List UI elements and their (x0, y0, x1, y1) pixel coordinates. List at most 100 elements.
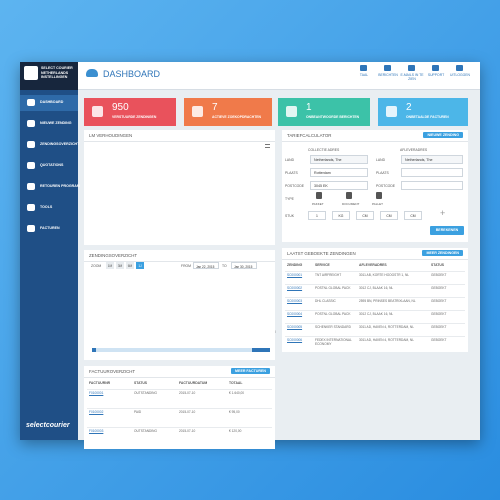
cell[interactable]: SC000006 (287, 338, 303, 342)
nav-item[interactable]: SUPPORT (427, 73, 445, 77)
input-value: Netherlands, The (314, 158, 342, 162)
page-title: DASHBOARD (103, 69, 161, 79)
zoom-button[interactable]: 1M (106, 262, 114, 269)
input[interactable]: Rotterdam (310, 168, 368, 177)
menu-item[interactable]: ZENDINGSOVERZICHT (40, 142, 80, 146)
panel-button[interactable]: NIEUWE ZENDING (423, 132, 463, 138)
date-input[interactable]: Jan 30, 2015 (231, 262, 257, 269)
menu-icon (27, 162, 35, 169)
cell[interactable]: SC000001 (287, 273, 303, 277)
menu-item[interactable]: NIEUWE ZENDING (40, 121, 72, 125)
input[interactable]: 1 (308, 211, 326, 220)
stat-label: ACTIEVE ZOEKOPDRACHTEN (212, 115, 261, 119)
submit-button[interactable]: BEREKENEN (430, 226, 464, 235)
stat-value: 7 (212, 102, 218, 113)
cell: 3012 CJ, BLAAK 16, NL (359, 312, 394, 316)
navigator-handle[interactable] (92, 348, 96, 352)
stat-card: 1 ONBEANTWOORDE BERICHTEN (278, 98, 370, 126)
cell: PAID (134, 410, 142, 414)
panel-button[interactable]: MEER ZENDINGEN (422, 250, 463, 256)
row-rule (87, 389, 272, 390)
cell[interactable]: F0100002 (89, 410, 104, 414)
row-rule (285, 271, 465, 272)
field-label: LAND (285, 158, 295, 162)
column-header: FACTUURNR (89, 381, 111, 385)
cell: 2595 BN, PRINSES BEATRIXLAAN, NL (359, 299, 416, 303)
panel-title: FACTUUROVERZICHT (89, 369, 136, 374)
input[interactable] (401, 181, 463, 190)
cell[interactable]: SC000004 (287, 312, 303, 316)
nav-item[interactable]: E-MAILS IN TE ZIEN (400, 73, 424, 81)
menu-icon (27, 141, 35, 148)
type-icon[interactable] (316, 192, 322, 199)
navigator-handle[interactable] (252, 348, 270, 352)
zoom-label: ZOOM (91, 264, 102, 268)
footer-logo: selectcourier (26, 422, 70, 429)
zoom-button[interactable]: 3M (116, 262, 124, 269)
menu-icon (27, 99, 35, 106)
cell: 3012 CJ, BLAAK 16, NL (359, 286, 394, 290)
cell: € 120,00 (229, 429, 242, 433)
input[interactable]: Netherlands, The (401, 155, 463, 164)
cell: 2015-07-10 (179, 391, 196, 395)
cell[interactable]: F0100003 (89, 429, 104, 433)
panel-rule (84, 377, 275, 378)
cell: GEBOEKT (431, 338, 447, 342)
input[interactable] (401, 168, 463, 177)
input[interactable]: Netherlands, The (310, 155, 368, 164)
stat-value: 2 (406, 102, 412, 113)
column-title: COLLECTIE ADRES (308, 148, 340, 152)
input-value: Rotterdam (314, 171, 331, 175)
panel-rule (282, 141, 468, 142)
nav-icon (408, 65, 415, 71)
panel: FACTUUROVERZICHT MEER FACTUREN FACTUURNR ST… (84, 366, 275, 449)
menu-item[interactable]: QUOTATIONS (40, 163, 64, 167)
add-icon[interactable]: + (440, 208, 446, 218)
zoom-button[interactable]: 1J (136, 262, 144, 269)
field-label: STUK (285, 214, 295, 218)
cell: OUTSTANDING (134, 429, 157, 433)
cell: 3011 AD, HAVEN 4, ROTTERDAM, NL (359, 325, 414, 329)
type-icon[interactable] (346, 192, 352, 199)
row-rule (285, 297, 465, 298)
field-label: TYPE (285, 197, 294, 201)
brand (24, 66, 38, 80)
cell: FEDEX INTERNATIONAL ECONOMY (315, 338, 352, 346)
input[interactable]: CM (380, 211, 398, 220)
cell: TNT AIRFREIGHT (315, 273, 342, 277)
type-icon[interactable] (376, 192, 382, 199)
zoom-button[interactable]: 6M (126, 262, 134, 269)
menu-icon (27, 204, 35, 211)
nav-item[interactable]: UITLOGGEN (450, 73, 470, 77)
panel-button[interactable]: MEER FACTUREN (231, 368, 270, 374)
input[interactable]: 3045 EK (310, 181, 368, 190)
menu-item[interactable]: DASHBOARD (40, 100, 64, 104)
panel-rule (282, 259, 468, 260)
cell: GEBOEKT (431, 286, 447, 290)
stat-card: 7 ACTIEVE ZOEKOPDRACHTEN (184, 98, 272, 126)
nav-item[interactable]: BERICHTEN (378, 73, 398, 77)
cell[interactable]: SC000003 (287, 299, 303, 303)
panel: LAATST GEBOEKTE ZENDINGEN MEER ZENDINGEN Z… (282, 248, 468, 352)
nav-item[interactable]: TAAL (359, 73, 369, 77)
cell[interactable]: SC000002 (287, 286, 303, 290)
cell[interactable]: SC000005 (287, 325, 303, 329)
nav-icon (432, 65, 439, 71)
column-header: STATUS (431, 263, 445, 267)
date-input[interactable]: Jan 22, 2015 (193, 262, 219, 269)
menu-item[interactable]: TOOLS (40, 205, 53, 209)
cell: 3011 AB, KORTE HOOGSTR 1, NL (359, 273, 410, 277)
cell: 2015-07-10 (179, 429, 196, 433)
cell[interactable]: F0100001 (89, 391, 104, 395)
input[interactable]: CM (404, 211, 422, 220)
input[interactable]: CM (356, 211, 374, 220)
row-rule (87, 408, 272, 409)
panel-rule (84, 141, 275, 142)
cell: DHL CLASSIC (315, 299, 336, 303)
stat-icon (286, 106, 297, 117)
cell: GEBOEKT (431, 325, 447, 329)
menu-item[interactable]: FACTUREN (40, 226, 60, 230)
menu-item[interactable]: RETOUREN PROGRAM (40, 184, 80, 188)
input[interactable]: KG (332, 211, 350, 220)
